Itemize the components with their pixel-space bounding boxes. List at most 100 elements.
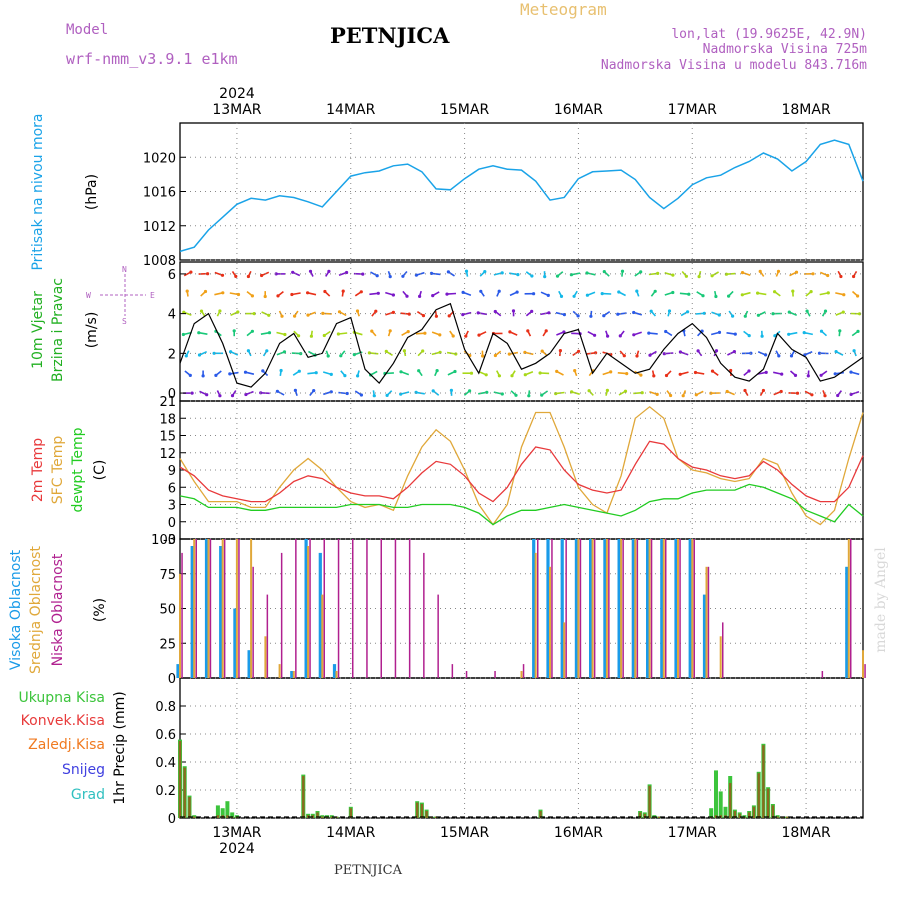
y-tick-label: 0 xyxy=(168,812,176,827)
wind-arrow-head xyxy=(743,388,747,393)
y-tick-label: 50 xyxy=(159,603,176,618)
cloud-bar xyxy=(221,539,224,678)
wind-arrow-head xyxy=(789,354,794,358)
cloud-bar xyxy=(321,594,324,678)
wind-arrow-head xyxy=(391,310,395,314)
wind-arrow-head xyxy=(297,369,301,373)
y-tick-label: 0 xyxy=(168,516,176,531)
wind-arrow-head xyxy=(609,370,613,374)
wind-arrow-head xyxy=(618,334,622,338)
wind-arrow-head xyxy=(469,371,474,375)
cloud-bar xyxy=(337,539,340,678)
wind-arrow-head xyxy=(388,275,392,279)
wind-arrow-head xyxy=(206,272,210,276)
wind-arrow-head xyxy=(384,349,388,353)
wind-arrow-head xyxy=(648,353,652,357)
wind-arrow-head xyxy=(678,350,683,354)
wind-arrow-head xyxy=(802,331,806,335)
cloud-bar xyxy=(280,552,283,678)
top-day-label: 16MAR xyxy=(554,102,603,118)
high-cloud-ylabel: Visoka Oblacnost xyxy=(8,549,24,670)
precip-conv-bar xyxy=(643,813,646,818)
y-tick-label: 1016 xyxy=(143,186,176,201)
wind-arrow-head xyxy=(694,393,698,397)
y-tick-label: 0.6 xyxy=(155,728,176,743)
precip-conv-bar xyxy=(638,812,642,818)
cloud-bar xyxy=(605,539,608,678)
top-day-label: 18MAR xyxy=(781,102,830,118)
cloud-bar xyxy=(577,539,580,678)
wind-arrow-head xyxy=(421,349,425,353)
cloud-bar xyxy=(534,552,537,678)
wind-arrow-head xyxy=(497,289,501,293)
precip-conv-bar xyxy=(425,811,428,818)
wind-arrow-head xyxy=(558,349,563,353)
wind-arrow-head xyxy=(464,334,468,338)
wind-arrow-head xyxy=(418,294,422,298)
cloud-bar xyxy=(195,539,197,678)
cloud-bar xyxy=(677,539,679,678)
wind-arrow-head xyxy=(664,373,669,378)
cloud-bar xyxy=(437,594,439,678)
wind-arrow-head xyxy=(401,274,405,278)
cloud-bar xyxy=(307,546,310,678)
wind-arrow-head xyxy=(826,273,830,278)
wind-arrow-head xyxy=(761,388,766,393)
wind-arrow-head xyxy=(527,394,531,398)
cloud-bar xyxy=(233,608,237,678)
pressure-y-ticks: 1008 1012 1016 1020 xyxy=(143,151,863,269)
wind-arrow-head xyxy=(780,372,784,376)
wind-arrow-head xyxy=(605,388,610,392)
wind-arrow-head xyxy=(228,372,232,376)
wind-arrow-head xyxy=(484,373,488,377)
wind-arrow-head xyxy=(543,275,547,279)
wind-arrow-head xyxy=(760,334,764,338)
cloud-bar xyxy=(423,552,425,678)
wind-arrow-head xyxy=(647,331,651,335)
wind-arrow-head xyxy=(339,354,343,358)
cloud-bar xyxy=(608,539,610,678)
precip-conv-bar xyxy=(776,816,779,818)
wind-arrow-head xyxy=(493,353,497,358)
cloud-bar xyxy=(264,636,267,678)
y-tick-label: 0.8 xyxy=(155,700,176,715)
cloud-bar xyxy=(617,539,621,678)
wind-arrow-head xyxy=(246,349,250,353)
wind-arrow-head xyxy=(573,369,577,373)
wind-arrow-head xyxy=(842,293,846,297)
precip-total-bar xyxy=(220,808,225,818)
cloud-bar xyxy=(702,594,707,678)
wind-arrow-head xyxy=(293,314,297,318)
wind-arrow-head xyxy=(602,314,606,318)
wind-arrow-head xyxy=(406,330,410,334)
wind-arrow-head xyxy=(773,334,777,338)
precip-total-bar xyxy=(225,801,230,818)
wind-arrow-head xyxy=(429,271,434,275)
wind-arrow-head xyxy=(431,294,435,298)
snow-label: Snijeg xyxy=(62,762,105,778)
wind-arrow-head xyxy=(510,374,514,378)
cloud-bar xyxy=(238,539,240,678)
cloud-bar xyxy=(366,539,368,678)
cloud-bar xyxy=(722,622,724,678)
cloud-bar xyxy=(646,539,650,678)
wind-arrow-head xyxy=(616,312,620,316)
wind-arrow-head xyxy=(732,350,737,354)
wind-arrow-head xyxy=(203,289,208,294)
wind-arrow-head xyxy=(417,369,421,373)
wind-arrow-head xyxy=(606,334,610,338)
wind-arrow-head xyxy=(229,350,233,354)
wind-speed-line xyxy=(179,302,864,388)
wind-arrow-head xyxy=(182,310,186,314)
compass-north: N xyxy=(122,265,127,274)
wind-arrow-head xyxy=(184,354,188,358)
wind-arrow-head xyxy=(279,368,283,373)
pressure-series-line xyxy=(179,139,864,253)
bottom-day-labels: 13MAR 14MAR 15MAR 16MAR 17MAR 18MAR xyxy=(212,825,831,841)
cloud-bar xyxy=(688,539,692,678)
wind-arrow-head xyxy=(764,370,768,374)
cloud-bar xyxy=(648,539,651,678)
cloud-bar xyxy=(693,539,695,678)
wind-arrow-head xyxy=(323,289,327,294)
precip-conv-bar xyxy=(738,813,741,818)
